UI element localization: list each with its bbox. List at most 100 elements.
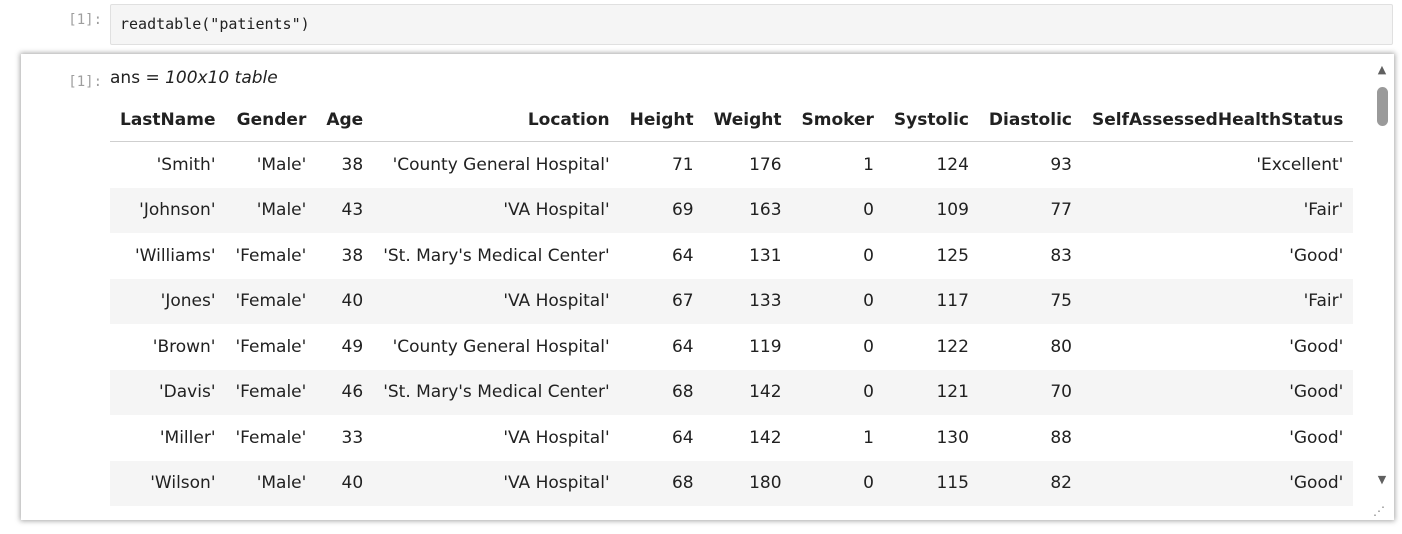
table-cell: 'Good' bbox=[1289, 336, 1344, 357]
column-header: Weight bbox=[703, 98, 792, 142]
table-cell: 'Excellent' bbox=[1256, 154, 1344, 175]
column-header: Age bbox=[316, 98, 374, 142]
table-cell: 49 bbox=[341, 336, 364, 357]
table-row: 'Wilson' 'Male' 40 'VA Hospital' 68 180 0 115 82… bbox=[110, 460, 1354, 506]
table-cell: 130 bbox=[936, 427, 969, 448]
vertical-scrollbar[interactable]: ▲ ▼ bbox=[1370, 54, 1394, 520]
column-header: Height bbox=[619, 98, 704, 142]
table-row: 'Smith' 'Male' 38 'County General Hospital'… bbox=[110, 142, 1353, 188]
table-cell: 115 bbox=[883, 460, 979, 506]
table-cell: 0 bbox=[863, 336, 874, 357]
table-cell: 'Good' bbox=[1289, 427, 1344, 448]
output-area[interactable]: [1]: ans = 100x10 table LastName Gender … bbox=[21, 54, 1394, 520]
table-cell: 'Johnson' bbox=[110, 187, 226, 233]
table-cell: 122 bbox=[936, 336, 969, 357]
table-cell: 'Jones' bbox=[110, 278, 226, 324]
table-cell: 38 bbox=[341, 154, 364, 175]
table-cell: 82 bbox=[978, 460, 1082, 506]
table-cell: 'Wilson' bbox=[110, 460, 226, 506]
column-header: Smoker bbox=[791, 98, 884, 142]
table-cell: 'County General Hospital' bbox=[392, 336, 610, 357]
table-cell: 'VA Hospital' bbox=[373, 460, 620, 506]
table-cell: 'Williams' bbox=[134, 245, 216, 266]
table-cell: 77 bbox=[978, 187, 1082, 233]
table-cell: 'St. Mary's Medical Center' bbox=[383, 245, 610, 266]
column-header: LastName bbox=[110, 98, 226, 142]
table-cell: 119 bbox=[749, 336, 782, 357]
table-cell: 'Female' bbox=[235, 336, 307, 357]
table-cell: 'Brown' bbox=[152, 336, 216, 357]
table-cell: 124 bbox=[936, 154, 969, 175]
input-prompt: [1]: bbox=[68, 12, 102, 28]
code-input-cell[interactable]: readtable("patients") bbox=[110, 4, 1393, 45]
table-cell: 46 bbox=[316, 369, 374, 415]
table-cell: 83 bbox=[1050, 245, 1072, 266]
table-cell: 'Female' bbox=[225, 369, 317, 415]
table-cell: 163 bbox=[703, 187, 792, 233]
table-cell: 43 bbox=[316, 187, 374, 233]
table-cell: 142 bbox=[703, 369, 792, 415]
table-cell: 142 bbox=[749, 427, 782, 448]
table-cell: 1 bbox=[863, 427, 874, 448]
table-cell: 'Fair' bbox=[1081, 187, 1354, 233]
table-cell: 68 bbox=[619, 369, 704, 415]
table-header-row: LastName Gender Age Location Height Weig… bbox=[110, 98, 1354, 142]
table-cell: 117 bbox=[883, 278, 979, 324]
column-header: Diastolic bbox=[978, 98, 1082, 142]
table-cell: 1 bbox=[863, 154, 874, 175]
table-body: 'Smith' 'Male' 38 'County General Hospital'… bbox=[110, 142, 1354, 506]
table-cell: 125 bbox=[936, 245, 969, 266]
table-cell: 'St. Mary's Medical Center' bbox=[373, 369, 620, 415]
table-cell: 80 bbox=[1050, 336, 1072, 357]
scroll-down-arrow-icon[interactable]: ▼ bbox=[1377, 473, 1387, 486]
table-cell: 'VA Hospital' bbox=[373, 187, 620, 233]
table-cell: 'Male' bbox=[225, 187, 317, 233]
table-cell: 109 bbox=[883, 187, 979, 233]
scrollbar-thumb[interactable] bbox=[1377, 87, 1388, 126]
table-cell: 38 bbox=[341, 245, 364, 266]
ans-description: 100x10 table bbox=[165, 68, 278, 88]
scroll-up-arrow-icon[interactable]: ▲ bbox=[1377, 63, 1387, 76]
table-cell: 75 bbox=[978, 278, 1082, 324]
table-cell: 'Smith' bbox=[156, 154, 216, 175]
table-cell: 176 bbox=[749, 154, 782, 175]
table-cell: 'Male' bbox=[256, 154, 307, 175]
ans-prefix: ans = bbox=[110, 68, 166, 88]
resize-handle-icon[interactable]: ⋰ bbox=[1373, 504, 1385, 518]
table-cell: 'VA Hospital' bbox=[373, 278, 620, 324]
table-cell: 'Male' bbox=[225, 460, 317, 506]
table-row: 'Jones' 'Female' 40 'VA Hospital' 67 133 0 117 7… bbox=[110, 278, 1354, 324]
ans-summary: ans = 100x10 table bbox=[110, 68, 278, 88]
table-cell: 'Good' bbox=[1081, 369, 1354, 415]
table-cell: 0 bbox=[791, 278, 884, 324]
table-cell: 0 bbox=[863, 245, 874, 266]
table-cell: 0 bbox=[791, 369, 884, 415]
table-cell: 'Female' bbox=[225, 278, 317, 324]
table-cell: 'County General Hospital' bbox=[392, 154, 610, 175]
column-header: Systolic bbox=[883, 98, 979, 142]
output-prompt: [1]: bbox=[68, 74, 102, 90]
table-cell: 'Fair' bbox=[1081, 278, 1354, 324]
table-cell: 93 bbox=[1050, 154, 1072, 175]
table-cell: 121 bbox=[883, 369, 979, 415]
table-cell: 0 bbox=[791, 187, 884, 233]
table-cell: 'Good' bbox=[1081, 460, 1354, 506]
patients-table: LastName Gender Age Location Height Weig… bbox=[110, 98, 1354, 506]
table-cell: 88 bbox=[1050, 427, 1072, 448]
table-cell: 40 bbox=[316, 460, 374, 506]
table-cell: 33 bbox=[341, 427, 364, 448]
table-cell: 131 bbox=[749, 245, 782, 266]
table-row: 'Miller' 'Female' 33 'VA Hospital' 64 142 1 130… bbox=[110, 415, 1353, 461]
table-cell: 64 bbox=[671, 245, 694, 266]
table-cell: 'Miller' bbox=[159, 427, 216, 448]
table-cell: 67 bbox=[619, 278, 704, 324]
table-cell: 'VA Hospital' bbox=[503, 427, 610, 448]
table-cell: 64 bbox=[671, 336, 694, 357]
table-row: 'Williams' 'Female' 38 'St. Mary's Medical … bbox=[110, 233, 1353, 279]
column-header: SelfAssessedHealthStatus bbox=[1081, 98, 1354, 142]
table-cell: 70 bbox=[978, 369, 1082, 415]
table-cell: 180 bbox=[703, 460, 792, 506]
column-header: Location bbox=[373, 98, 620, 142]
table-cell: 'Davis' bbox=[110, 369, 226, 415]
